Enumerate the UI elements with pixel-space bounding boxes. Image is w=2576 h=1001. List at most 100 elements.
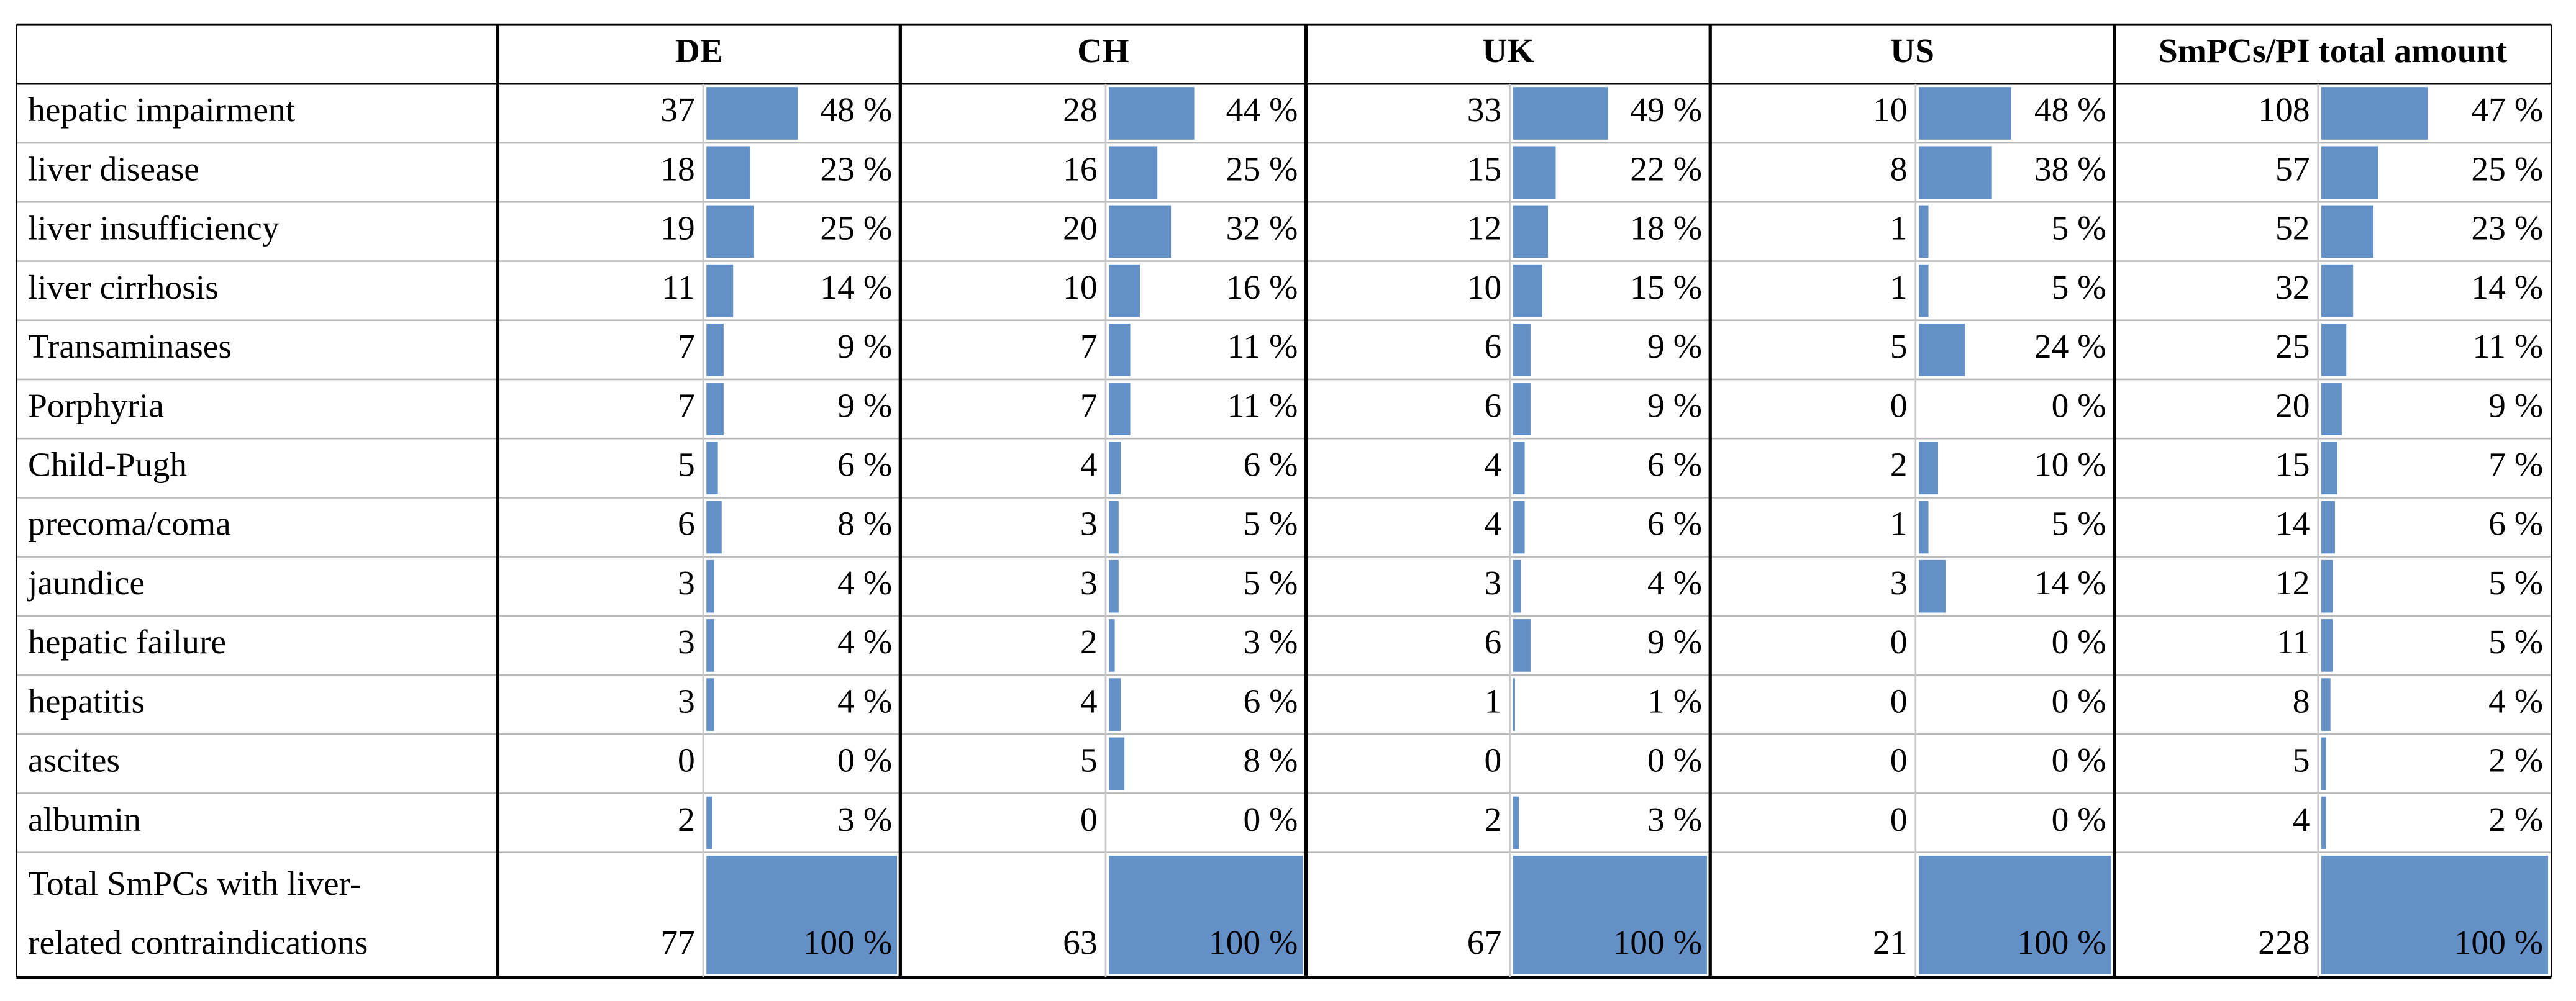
percent: 3 % <box>837 801 892 839</box>
count: 228 <box>2258 924 2310 962</box>
percent: 9 % <box>1647 328 1702 366</box>
count: 21 <box>1873 924 1908 962</box>
row-label: hepatitis <box>28 682 145 720</box>
data-bar <box>1513 855 1707 974</box>
data-bar <box>1109 442 1121 495</box>
count: 3 <box>1080 564 1098 602</box>
data-bar <box>706 87 798 140</box>
percent: 4 % <box>2488 682 2543 720</box>
count: 3 <box>1485 564 1502 602</box>
data-bar <box>1513 619 1531 672</box>
percent: 0 % <box>2052 387 2106 425</box>
data-bar <box>2321 619 2333 672</box>
count: 0 <box>1080 801 1098 839</box>
percent: 6 % <box>1647 446 1702 484</box>
percent: 0 % <box>1243 801 1298 839</box>
percent: 9 % <box>1647 623 1702 661</box>
percent: 5 % <box>2052 269 2106 307</box>
count: 5 <box>1890 328 1908 366</box>
percent: 3 % <box>1647 801 1702 839</box>
data-bar <box>1919 559 1946 613</box>
percent: 6 % <box>2488 505 2543 543</box>
data-bar <box>706 205 754 258</box>
percent: 100 % <box>2454 924 2543 962</box>
count: 1 <box>1890 210 1908 248</box>
percent: 11 % <box>1227 387 1298 425</box>
data-bar <box>1513 87 1608 140</box>
row-label: precoma/coma <box>28 505 231 543</box>
count: 7 <box>1080 328 1098 366</box>
percent: 5 % <box>2052 210 2106 248</box>
percent: 25 % <box>820 210 892 248</box>
percent: 10 % <box>2034 446 2106 484</box>
count: 8 <box>2293 682 2310 720</box>
count: 12 <box>2275 564 2310 602</box>
count: 33 <box>1467 91 1502 129</box>
percent: 14 % <box>820 269 892 307</box>
data-bar <box>1109 146 1158 199</box>
data-bar <box>1109 737 1125 790</box>
count: 20 <box>1063 210 1098 248</box>
count: 4 <box>1485 446 1502 484</box>
count: 1 <box>1485 682 1502 720</box>
data-bar <box>1513 383 1531 435</box>
percent: 100 % <box>803 924 892 962</box>
percent: 18 % <box>1630 210 1702 248</box>
count: 5 <box>1080 742 1098 780</box>
count: 0 <box>678 742 695 780</box>
count: 25 <box>2275 328 2310 366</box>
percent: 0 % <box>837 742 892 780</box>
percent: 2 % <box>2488 801 2543 839</box>
percent: 5 % <box>2488 623 2543 661</box>
data-bar <box>1109 855 1303 974</box>
percent: 48 % <box>820 91 892 129</box>
percent: 100 % <box>1209 924 1298 962</box>
data-bar <box>1109 500 1119 554</box>
percent: 0 % <box>2052 742 2106 780</box>
data-bar <box>1513 146 1556 199</box>
data-bar <box>706 855 898 974</box>
count: 5 <box>678 446 695 484</box>
percent: 6 % <box>1647 505 1702 543</box>
percent: 32 % <box>1226 210 1298 248</box>
count: 2 <box>1485 801 1502 839</box>
percent: 23 % <box>2471 210 2543 248</box>
count: 108 <box>2258 91 2310 129</box>
count: 67 <box>1467 924 1502 962</box>
count: 15 <box>1467 150 1502 188</box>
percent: 4 % <box>837 682 892 720</box>
percent: 0 % <box>1647 742 1702 780</box>
percent: 38 % <box>2034 150 2106 188</box>
row-label: hepatic impairment <box>28 91 296 129</box>
count: 10 <box>1063 269 1098 307</box>
percent: 0 % <box>2052 623 2106 661</box>
count: 0 <box>1890 387 1908 425</box>
data-bar <box>2321 146 2378 199</box>
data-bar <box>2321 559 2333 613</box>
column-header: SmPCs/PI total amount <box>2159 32 2508 70</box>
percent: 48 % <box>2034 91 2106 129</box>
count: 4 <box>2293 801 2310 839</box>
percent: 5 % <box>2052 505 2106 543</box>
data-bar <box>706 383 724 435</box>
data-bar <box>1109 678 1121 731</box>
data-bar <box>1919 87 2011 140</box>
count: 1 <box>1890 505 1908 543</box>
count: 0 <box>1485 742 1502 780</box>
count: 0 <box>1890 801 1908 839</box>
data-bar <box>1109 324 1131 376</box>
data-bar <box>1919 855 2111 974</box>
count: 7 <box>678 387 695 425</box>
data-bar <box>1513 324 1531 376</box>
count: 32 <box>2275 269 2310 307</box>
count: 0 <box>1890 623 1908 661</box>
row-label: Total SmPCs with liver- <box>28 865 361 903</box>
data-bar <box>1919 324 1965 376</box>
count: 11 <box>2277 623 2310 661</box>
data-bar <box>1109 205 1172 258</box>
data-bar <box>1109 559 1119 613</box>
count: 11 <box>662 269 694 307</box>
percent: 11 % <box>1227 328 1298 366</box>
row-label: Child-Pugh <box>28 446 187 484</box>
data-bar <box>706 500 722 554</box>
